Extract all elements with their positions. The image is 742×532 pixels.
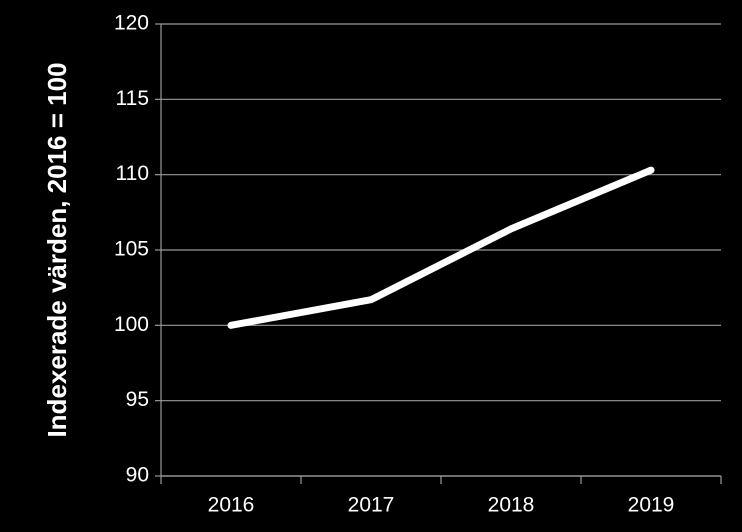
y-tick-label: 100 [114,313,149,336]
y-tick-label: 115 [116,87,149,110]
y-tick-label: 105 [114,238,149,261]
x-tick-label: 2018 [488,494,535,517]
y-tick-label: 120 [114,12,149,35]
x-tick-label: 2017 [348,494,395,517]
x-tick-label: 2016 [208,494,255,517]
data-line [227,166,655,329]
y-tick-label: 95 [126,388,149,411]
x-tick-label: 2019 [628,494,675,517]
y-tick-label: 110 [116,162,149,185]
y-axis-label: Indexerade värden, 2016 = 100 [42,62,72,438]
y-tick-label: 90 [126,464,149,487]
